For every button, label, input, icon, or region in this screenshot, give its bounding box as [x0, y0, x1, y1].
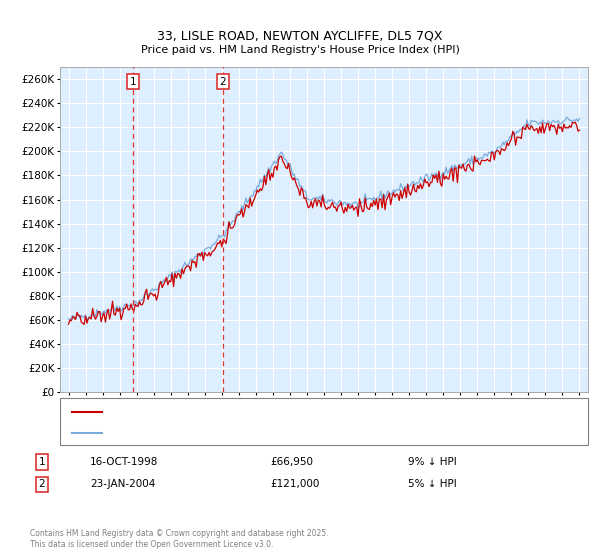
- Text: £121,000: £121,000: [270, 479, 319, 489]
- Text: 2: 2: [38, 479, 46, 489]
- Text: 9% ↓ HPI: 9% ↓ HPI: [408, 457, 457, 467]
- Text: 33, LISLE ROAD, NEWTON AYCLIFFE, DL5 7QX (detached house): 33, LISLE ROAD, NEWTON AYCLIFFE, DL5 7QX…: [108, 407, 420, 417]
- Text: 33, LISLE ROAD, NEWTON AYCLIFFE, DL5 7QX: 33, LISLE ROAD, NEWTON AYCLIFFE, DL5 7QX: [157, 30, 443, 43]
- Text: 1: 1: [130, 77, 136, 87]
- Text: 1: 1: [38, 457, 46, 467]
- Text: £66,950: £66,950: [270, 457, 313, 467]
- Text: Contains HM Land Registry data © Crown copyright and database right 2025.
This d: Contains HM Land Registry data © Crown c…: [30, 529, 329, 549]
- Text: 16-OCT-1998: 16-OCT-1998: [90, 457, 158, 467]
- Text: 2: 2: [220, 77, 226, 87]
- Text: 5% ↓ HPI: 5% ↓ HPI: [408, 479, 457, 489]
- Text: HPI: Average price, detached house, County Durham: HPI: Average price, detached house, Coun…: [108, 428, 366, 438]
- Text: 23-JAN-2004: 23-JAN-2004: [90, 479, 155, 489]
- Text: Price paid vs. HM Land Registry's House Price Index (HPI): Price paid vs. HM Land Registry's House …: [140, 45, 460, 55]
